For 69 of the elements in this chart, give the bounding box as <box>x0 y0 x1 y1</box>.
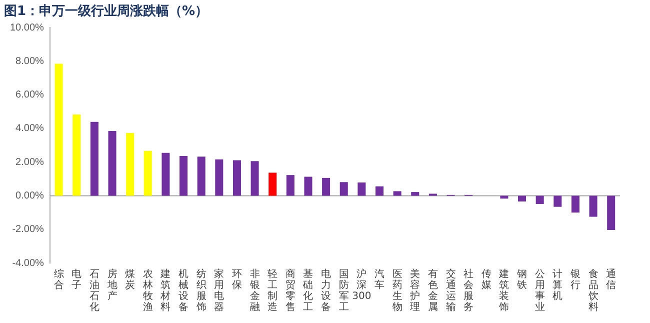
x-tick-label: 社会服务 <box>464 268 474 314</box>
x-tick-label: 商贸零售 <box>285 268 296 314</box>
x-tick-label: 美容护理 <box>409 268 420 314</box>
bar <box>180 156 188 196</box>
bar <box>358 182 366 196</box>
x-tick-label: 非银金融 <box>248 268 260 314</box>
x-tick-label: 银行 <box>569 269 580 292</box>
x-tick-label: 纺织服饰 <box>195 268 206 314</box>
x-tick-label: 计算机 <box>552 268 563 302</box>
y-tick-label: 10.00% <box>10 22 44 34</box>
bar <box>72 114 81 196</box>
x-tick-label: 家用电器 <box>214 268 224 314</box>
bar <box>144 150 152 196</box>
bar <box>393 191 402 196</box>
x-tick-label: 汽车 <box>374 268 384 292</box>
x-tick-label: 建筑装饰 <box>498 268 510 314</box>
y-tick-label: 0.00% <box>16 190 44 202</box>
bar <box>411 192 420 196</box>
y-tick-label: -4.00% <box>12 258 44 269</box>
bar <box>90 122 98 196</box>
bar <box>54 64 63 196</box>
bar <box>500 196 508 199</box>
bar <box>589 196 598 217</box>
x-tick-label: 钢铁 <box>516 269 528 292</box>
bar <box>197 156 206 196</box>
bar <box>232 160 241 196</box>
x-tick-label: 农林牧渔 <box>142 269 153 314</box>
bar <box>250 161 259 196</box>
y-tick-label: 8.00% <box>16 56 44 67</box>
bar <box>268 172 277 196</box>
x-tick-label: 沪深300 <box>352 268 372 302</box>
x-tick-label: 通信 <box>606 268 616 292</box>
y-tick-label: 6.00% <box>16 90 44 101</box>
chart-title: 图1：申万一级行业周涨跌幅（%） <box>4 4 208 20</box>
bar <box>518 196 526 202</box>
x-tick-label: 电力设备 <box>321 268 332 314</box>
x-tick-label: 有色金属 <box>428 268 438 314</box>
x-tick-label: 传媒 <box>481 269 492 292</box>
x-tick-label: 石油石化 <box>89 269 100 314</box>
bar <box>322 178 330 196</box>
bar <box>554 196 562 207</box>
x-tick-label: 建筑材料 <box>160 268 171 314</box>
bar <box>340 182 348 196</box>
x-tick-label: 国防军工 <box>338 269 349 314</box>
bar <box>536 196 544 204</box>
bar <box>571 196 580 213</box>
x-tick-label: 机械设备 <box>178 268 189 314</box>
bar <box>215 159 224 196</box>
y-tick-label: -2.00% <box>12 224 44 236</box>
y-tick-label: 2.00% <box>16 156 44 168</box>
x-tick-label: 综合 <box>54 268 64 292</box>
x-tick-label: 基础化工 <box>302 268 314 314</box>
x-tick-label: 煤炭 <box>125 268 136 292</box>
x-tick-label: 交通运输 <box>446 268 456 314</box>
x-tick-label: 电子 <box>72 268 82 292</box>
x-tick-label: 房地产 <box>106 268 118 302</box>
bar <box>375 186 384 196</box>
x-tick-label: 食品饮料 <box>587 268 598 314</box>
x-tick-label: 公用事业 <box>534 268 545 314</box>
bar <box>126 133 134 196</box>
y-tick-label: 4.00% <box>16 123 44 134</box>
bar <box>108 131 116 196</box>
x-tick-label: 医药生物 <box>392 269 402 314</box>
bar <box>607 196 616 230</box>
bar <box>286 175 294 196</box>
x-tick-label: 环保 <box>232 269 242 292</box>
bar <box>162 152 170 196</box>
x-tick-label: 轻工制造 <box>268 268 278 314</box>
bar <box>304 176 312 196</box>
